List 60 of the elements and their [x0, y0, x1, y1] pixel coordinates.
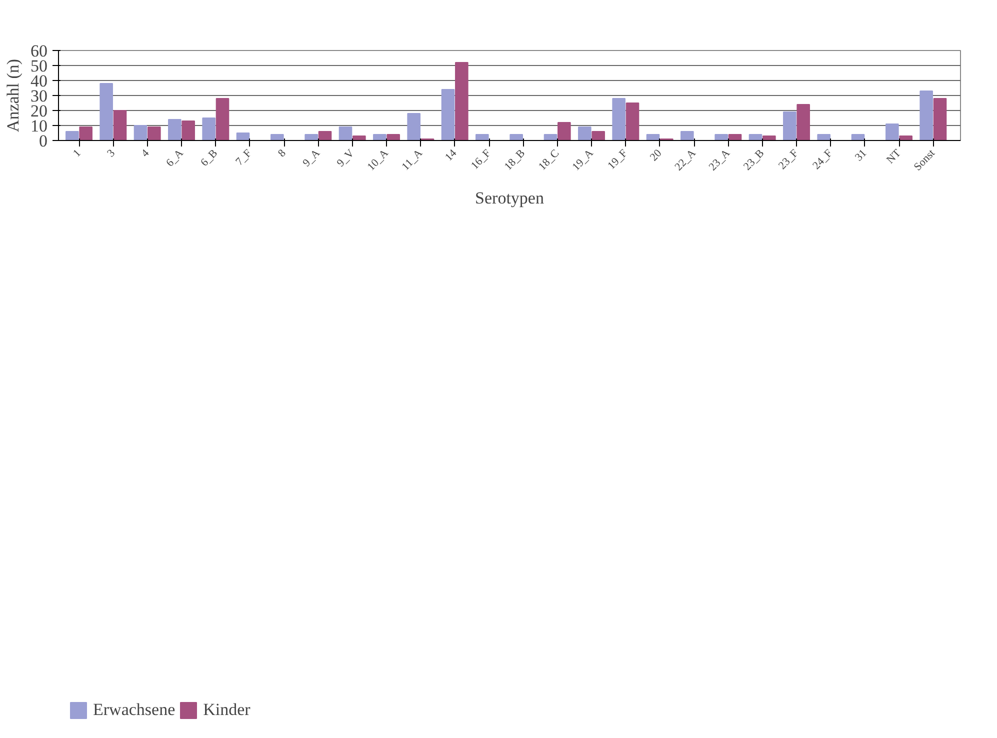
bar — [578, 126, 592, 140]
bar — [441, 89, 455, 140]
bar — [386, 134, 400, 140]
bar — [236, 132, 250, 140]
bar — [168, 119, 182, 140]
x-axis-title: Serotypen — [475, 188, 544, 208]
bar — [182, 120, 195, 140]
x-tick-label: 7_F — [234, 147, 254, 168]
bar — [783, 112, 796, 140]
x-tick-label: 4 — [139, 146, 152, 160]
bar — [626, 102, 640, 140]
legend-label: Erwachsene — [93, 700, 176, 720]
bar — [933, 98, 947, 140]
bar — [318, 131, 332, 140]
bar — [851, 134, 865, 140]
x-tick-label: 9_V — [334, 147, 357, 170]
bar — [270, 134, 284, 140]
bar — [817, 134, 830, 140]
y-axis-title: Anzahl (n) — [4, 58, 22, 132]
bar — [762, 136, 776, 140]
bar — [134, 125, 148, 140]
bar — [338, 126, 352, 140]
bar — [748, 134, 762, 140]
x-tick-label: 31 — [852, 147, 870, 164]
bar — [510, 134, 523, 140]
bar — [886, 124, 899, 140]
bar — [728, 134, 742, 140]
bar — [899, 136, 912, 140]
x-tick-label: 3 — [105, 146, 118, 160]
bar — [352, 136, 366, 140]
x-tick-label: NT — [884, 147, 904, 166]
bar — [592, 131, 605, 140]
bar — [216, 98, 230, 140]
bar — [113, 110, 127, 140]
bar — [373, 134, 386, 140]
bar — [407, 113, 420, 140]
bar — [66, 131, 79, 140]
x-tick-label: 8 — [276, 146, 289, 160]
bar — [920, 90, 933, 140]
bar — [796, 104, 810, 140]
bar — [646, 134, 660, 140]
bar — [612, 98, 626, 140]
bar — [680, 131, 694, 140]
x-tick-label: 6_A — [164, 147, 186, 170]
legend-label: Kinder — [203, 700, 250, 720]
x-tick-label: 14 — [442, 146, 460, 164]
bar — [304, 134, 318, 140]
bar — [476, 134, 489, 140]
x-tick-label: 9_A — [300, 147, 323, 170]
x-tick-label: 1 — [70, 147, 84, 160]
bar — [714, 134, 728, 140]
bar — [79, 126, 92, 140]
bar — [455, 62, 468, 140]
bar — [100, 83, 113, 140]
bar — [544, 134, 558, 140]
bar — [202, 118, 216, 140]
x-tick-label: 20 — [648, 146, 664, 164]
x-tick-label: 6_B — [198, 147, 220, 169]
bar — [558, 122, 571, 140]
bar — [148, 126, 161, 140]
